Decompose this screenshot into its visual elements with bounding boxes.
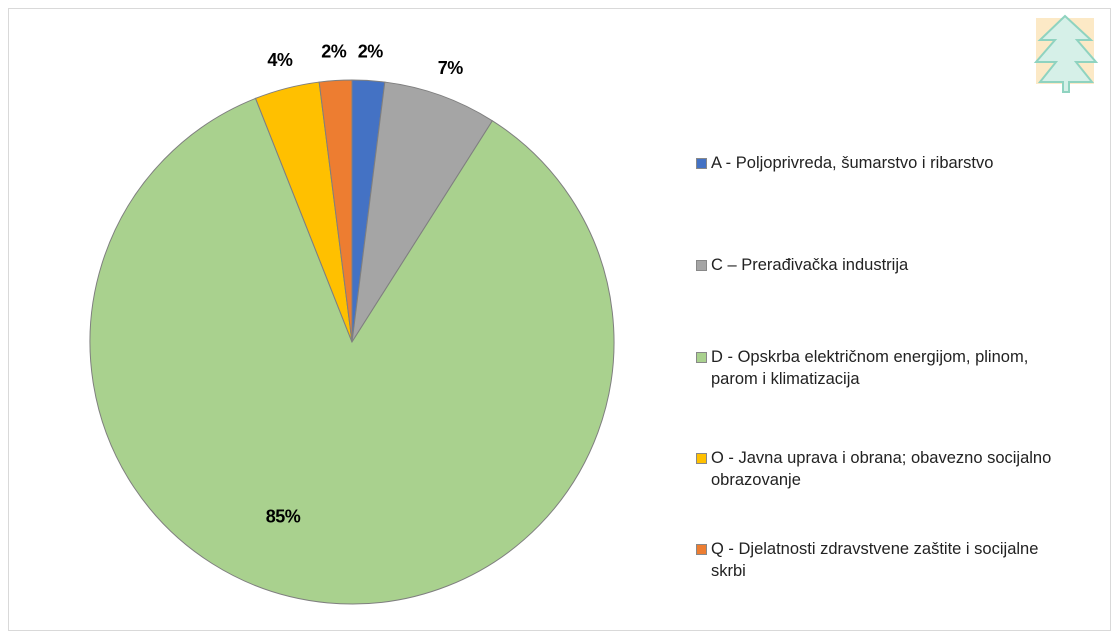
frame: [8, 8, 1111, 631]
legend-entry: Q - Djelatnosti zdravstvene zaštite i so…: [696, 538, 1076, 582]
legend-swatch: [696, 158, 707, 169]
data-label: 4%: [267, 50, 293, 70]
legend-label: Q - Djelatnosti zdravstvene zaštite i so…: [711, 540, 1039, 580]
data-label: 85%: [266, 506, 301, 526]
legend-swatch: [696, 544, 707, 555]
legend-label: C – Prerađivačka industrija: [711, 256, 909, 274]
logo: [1033, 14, 1099, 93]
data-label: 7%: [438, 58, 464, 78]
data-label: 2%: [321, 41, 347, 61]
legend-entry: A - Poljoprivreda, šumarstvo i ribarstvo: [696, 152, 1076, 174]
legend-entry: O - Javna uprava i obrana; obavezno soci…: [696, 447, 1076, 491]
legend-label: A - Poljoprivreda, šumarstvo i ribarstvo: [711, 154, 994, 172]
data-label: 2%: [358, 41, 384, 61]
legend-swatch: [696, 260, 707, 271]
pie-slice: [89, 97, 615, 605]
legend-swatch: [696, 352, 707, 363]
pie-slice: [318, 79, 353, 343]
pie-slice: [351, 81, 494, 343]
legend-entry: D - Opskrba električnom energijom, plino…: [696, 346, 1076, 390]
legend-swatch: [696, 453, 707, 464]
legend-label: O - Javna uprava i obrana; obavezno soci…: [711, 449, 1052, 489]
legend-entry: C – Prerađivačka industrija: [696, 254, 1076, 276]
legend-label: D - Opskrba električnom energijom, plino…: [711, 348, 1029, 388]
